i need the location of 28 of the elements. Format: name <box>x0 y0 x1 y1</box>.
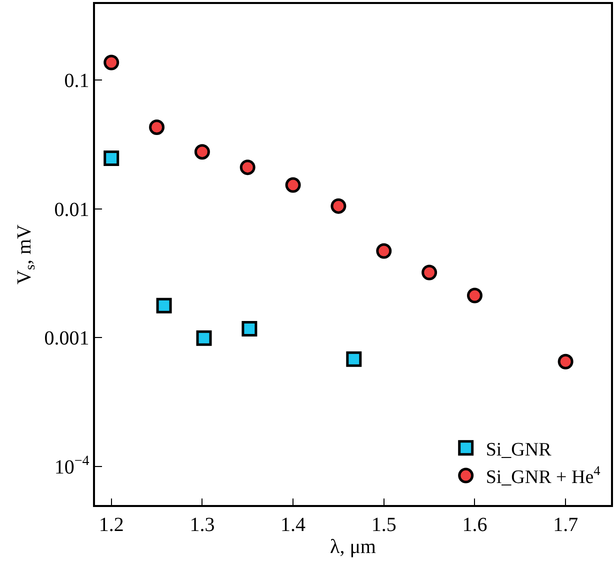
y-tick-label: 0.1 <box>64 70 90 92</box>
point <box>104 150 120 166</box>
x-tick-label: 1.7 <box>553 514 578 536</box>
x-tick-label: 1.5 <box>371 514 396 536</box>
point <box>376 243 392 259</box>
point <box>330 198 346 214</box>
point <box>240 160 256 176</box>
point <box>149 120 165 136</box>
point <box>196 330 212 346</box>
y-tick-label: 0.001 <box>44 328 90 350</box>
x-tick-label: 1.3 <box>190 514 215 536</box>
point <box>346 351 362 367</box>
x-tick-label: 1.4 <box>280 514 306 536</box>
point <box>466 288 482 304</box>
x-tick-label: 1.2 <box>98 514 124 536</box>
legend-label: Si_GNR + He$^{4}$ <box>486 462 601 488</box>
point <box>242 321 258 336</box>
y-tick-label: 10$^{−4}$ <box>54 454 90 478</box>
point <box>194 144 210 160</box>
legend-label: Si_GNR <box>486 439 552 460</box>
point <box>156 298 172 314</box>
x-axis-title: λ, μm <box>330 536 376 558</box>
x-tick-label: 1.6 <box>462 514 488 536</box>
point <box>422 264 438 280</box>
point <box>558 354 574 370</box>
y-tick-label: 0.01 <box>54 198 90 221</box>
point <box>285 177 301 193</box>
point <box>104 54 120 70</box>
